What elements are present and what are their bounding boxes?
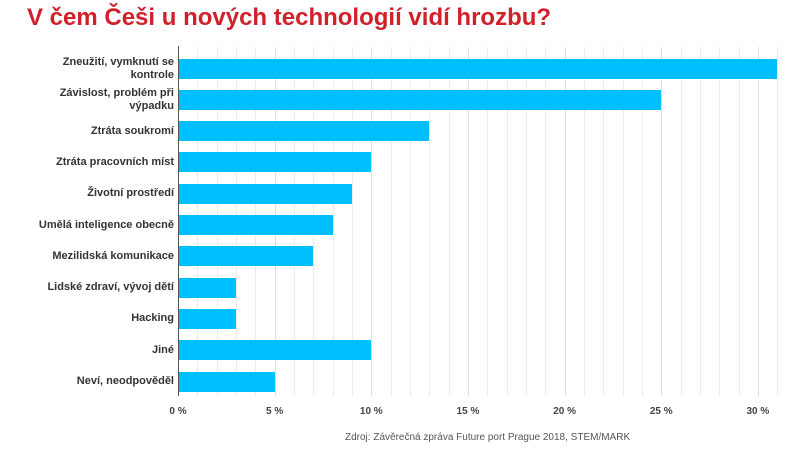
bar <box>178 215 333 235</box>
bar <box>178 277 236 298</box>
x-tick-label: 0 % <box>169 406 187 417</box>
category-label: Mezilidská komunikace <box>52 249 174 262</box>
category-label: Hacking <box>131 312 174 325</box>
gridline <box>487 47 489 396</box>
gridline <box>583 47 585 396</box>
chart-title: V čem Češi u nových technologií vidí hro… <box>27 4 552 31</box>
y-axis-line <box>178 46 179 396</box>
gridline <box>545 47 547 396</box>
bar <box>178 246 314 267</box>
bar <box>178 183 352 204</box>
gridline <box>738 47 740 396</box>
category-label: Lidské zdraví, vývoj dětí <box>47 281 174 294</box>
x-tick-label: 20 % <box>553 406 576 417</box>
gridline <box>448 47 450 396</box>
category-label: Jiné <box>151 343 174 356</box>
bar <box>178 89 662 110</box>
gridline <box>351 47 353 396</box>
source-note: Zdroj: Závěrečná zpráva Future port Prag… <box>345 432 631 443</box>
gridline <box>719 47 721 396</box>
bar <box>178 340 372 361</box>
category-label: Ztráta pracovních míst <box>56 155 174 168</box>
gridline <box>757 47 759 396</box>
gridline <box>564 47 566 396</box>
x-tick-label: 25 % <box>649 406 673 417</box>
gridline <box>467 47 469 396</box>
category-label: Závislost, problém při výpadku <box>59 86 174 112</box>
bar <box>178 58 778 79</box>
gridline <box>506 47 508 396</box>
x-tick-label: 15 % <box>456 406 480 417</box>
x-tick-label: 10 % <box>359 406 383 417</box>
bar <box>178 121 430 142</box>
gridline <box>641 47 643 396</box>
bar <box>178 371 275 392</box>
gridline <box>525 47 527 396</box>
gridline <box>332 47 334 396</box>
bar <box>178 152 372 173</box>
gridline <box>603 47 605 396</box>
category-label: Zneužití, vymknutí se kontrole <box>62 55 174 81</box>
x-tick-label: 30 % <box>746 406 770 417</box>
category-label: Neví, neodpověděl <box>76 375 174 387</box>
gridline <box>409 47 411 396</box>
gridline <box>777 47 779 396</box>
bar <box>178 308 236 329</box>
gridline <box>680 47 682 396</box>
category-label: Umělá inteligence obecně <box>38 218 174 231</box>
category-label: Životní prostředí <box>87 187 174 200</box>
gridline <box>622 47 624 396</box>
gridline <box>371 47 373 396</box>
gridline <box>390 47 392 396</box>
x-tick-label: 5 % <box>266 406 284 417</box>
category-label: Ztráta soukromí <box>90 124 174 137</box>
gridline <box>699 47 701 396</box>
plot-area <box>178 47 779 396</box>
gridline <box>661 47 663 396</box>
gridline <box>429 47 431 396</box>
